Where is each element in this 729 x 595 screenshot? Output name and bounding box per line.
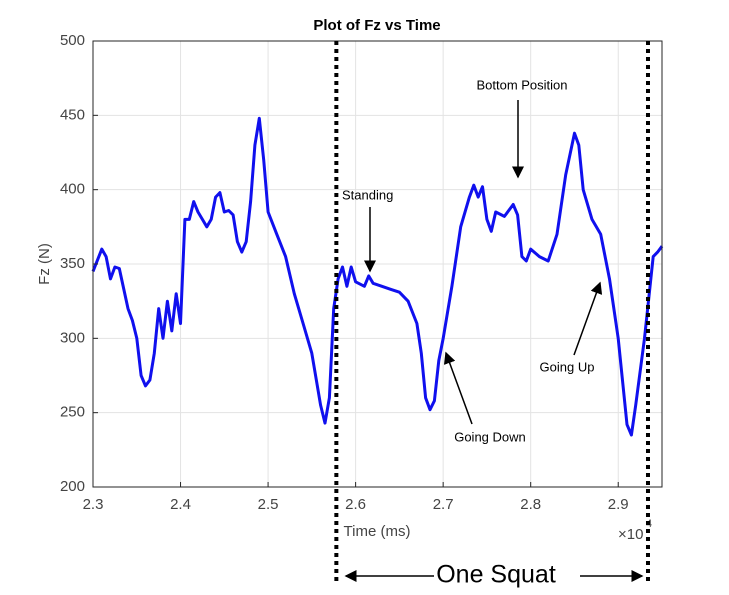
x-multiplier: ×10 — [618, 526, 643, 543]
y-tick-label: 200 — [60, 478, 85, 495]
y-tick-label: 350 — [60, 255, 85, 272]
y-tick-label: 450 — [60, 106, 85, 123]
x-axis-label: Time (ms) — [344, 523, 411, 540]
y-tick-label: 400 — [60, 181, 85, 198]
x-tick-label: 2.9 — [608, 496, 629, 513]
y-axis-label: Fz (N) — [36, 243, 53, 285]
x-tick-label: 2.7 — [433, 496, 454, 513]
annotation: One Squat — [436, 561, 556, 589]
annotation: Standing — [342, 187, 393, 202]
x-tick-label: 2.5 — [258, 496, 279, 513]
arrow — [573, 281, 603, 356]
annotation: Going Down — [454, 429, 526, 444]
x-tick-label: 2.8 — [520, 496, 541, 513]
y-tick-label: 250 — [60, 404, 85, 421]
y-tick-label: 500 — [60, 32, 85, 49]
annotation: Going Up — [540, 359, 595, 374]
y-tick-label: 300 — [60, 329, 85, 346]
data-line — [91, 116, 664, 437]
arrow — [443, 351, 473, 425]
x-tick-label: 2.6 — [345, 496, 366, 513]
x-tick-label: 2.3 — [83, 496, 104, 513]
chart-title: Plot of Fz vs Time — [313, 17, 440, 34]
x-tick-label: 2.4 — [170, 496, 191, 513]
annotation: Bottom Position — [476, 77, 567, 92]
